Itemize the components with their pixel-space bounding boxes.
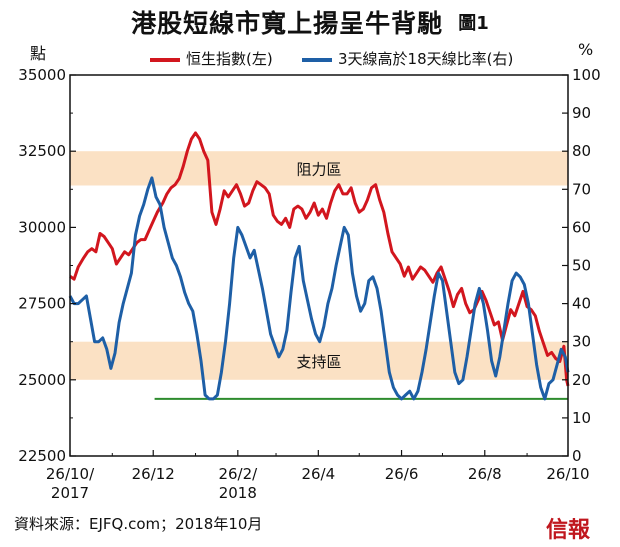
chart-title-row: 港股短線市寬上揚呈牛背馳 圖1	[0, 4, 620, 40]
x-tick-label: 26/10	[546, 465, 589, 483]
x-tick-label-year: 2017	[51, 484, 89, 502]
band-support	[70, 341, 568, 380]
y-left-tick-label: 30000	[18, 218, 66, 236]
brand-logo: 信報	[546, 517, 591, 543]
legend-swatch-hsi	[150, 57, 180, 62]
x-tick-label: 26/12	[132, 465, 175, 483]
y-right-tick-label: 0	[572, 447, 582, 465]
left-axis-unit: 點	[30, 44, 47, 63]
chart-title: 港股短線市寬上揚呈牛背馳	[131, 9, 444, 38]
y-left-tick-label: 25000	[18, 371, 66, 389]
legend-label-ratio: 3天線高於18天線比率(右)	[338, 50, 514, 68]
legend-swatch-ratio	[302, 57, 332, 62]
series-hsi-line	[69, 131, 570, 387]
band-label-support: 支持區	[296, 353, 341, 371]
y-right-tick-label: 40	[572, 295, 591, 313]
y-right-tick-label: 50	[572, 257, 591, 275]
x-tick-label: 26/8	[468, 465, 502, 483]
x-tick-label: 26/10/	[46, 465, 95, 483]
y-right-tick-label: 70	[572, 180, 591, 198]
series-ratio-line	[68, 176, 570, 401]
x-tick-label: 26/4	[301, 465, 335, 483]
chart-number: 圖1	[458, 13, 489, 34]
y-left-tick-label: 32500	[18, 142, 66, 160]
band-label-resistance: 阻力區	[296, 160, 341, 178]
x-tick-label: 26/6	[385, 465, 419, 483]
legend-label-hsi: 恒生指數(左)	[186, 50, 273, 68]
y-left-tick-label: 22500	[18, 447, 66, 465]
x-tick-label-year: 2018	[219, 484, 257, 502]
legend-item-ratio: 3天線高於18天線比率(右)	[302, 48, 513, 69]
y-right-tick-label: 60	[572, 218, 591, 236]
y-right-tick-label: 10	[572, 409, 591, 427]
y-right-tick-label: 80	[572, 142, 591, 160]
y-right-tick-label: 90	[572, 104, 591, 122]
x-tick-label: 26/2/	[218, 465, 258, 483]
y-left-tick-label: 35000	[18, 66, 66, 84]
y-right-tick-label: 30	[572, 333, 591, 351]
legend: 恒生指數(左) 3天線高於18天線比率(右)	[150, 48, 570, 68]
data-source: 資料來源：EJFQ.com；2018年10月	[14, 515, 263, 533]
y-right-tick-label: 20	[572, 371, 591, 389]
y-right-tick-label: 100	[572, 66, 601, 84]
right-axis-unit: %	[578, 40, 594, 59]
y-left-tick-label: 27500	[18, 295, 66, 313]
legend-item-hsi: 恒生指數(左)	[150, 48, 273, 69]
